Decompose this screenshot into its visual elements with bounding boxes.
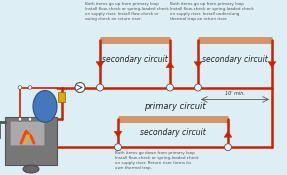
Circle shape (75, 83, 85, 92)
Ellipse shape (23, 165, 39, 173)
Polygon shape (194, 62, 202, 68)
Text: secondary circuit: secondary circuit (202, 55, 268, 64)
Circle shape (18, 118, 22, 121)
FancyBboxPatch shape (10, 121, 44, 145)
FancyBboxPatch shape (5, 117, 57, 165)
Text: Both items go down from primary loop
Install flow-check or spring-loaded check
o: Both items go down from primary loop Ins… (115, 151, 199, 170)
Text: primary circuit: primary circuit (144, 102, 206, 111)
FancyBboxPatch shape (58, 92, 65, 102)
Circle shape (28, 86, 32, 89)
Circle shape (18, 86, 22, 89)
Text: Both items go up from primary loop
Install flow-check or spring-loaded check
on : Both items go up from primary loop Insta… (85, 2, 169, 21)
Circle shape (28, 118, 32, 121)
Circle shape (96, 84, 104, 91)
Text: 10' min.: 10' min. (225, 92, 245, 96)
Text: Both items go up from primary loop
Install flow-check or spring-loaded check
on : Both items go up from primary loop Insta… (170, 2, 254, 21)
Text: secondary circuit: secondary circuit (102, 55, 168, 64)
Text: secondary circuit: secondary circuit (140, 128, 206, 137)
Circle shape (115, 144, 121, 151)
Polygon shape (114, 131, 122, 137)
Circle shape (166, 84, 174, 91)
Polygon shape (166, 62, 174, 68)
Circle shape (195, 84, 201, 91)
Polygon shape (224, 131, 232, 137)
Circle shape (224, 144, 232, 151)
Polygon shape (96, 62, 104, 68)
Ellipse shape (33, 90, 57, 122)
Polygon shape (268, 62, 276, 68)
